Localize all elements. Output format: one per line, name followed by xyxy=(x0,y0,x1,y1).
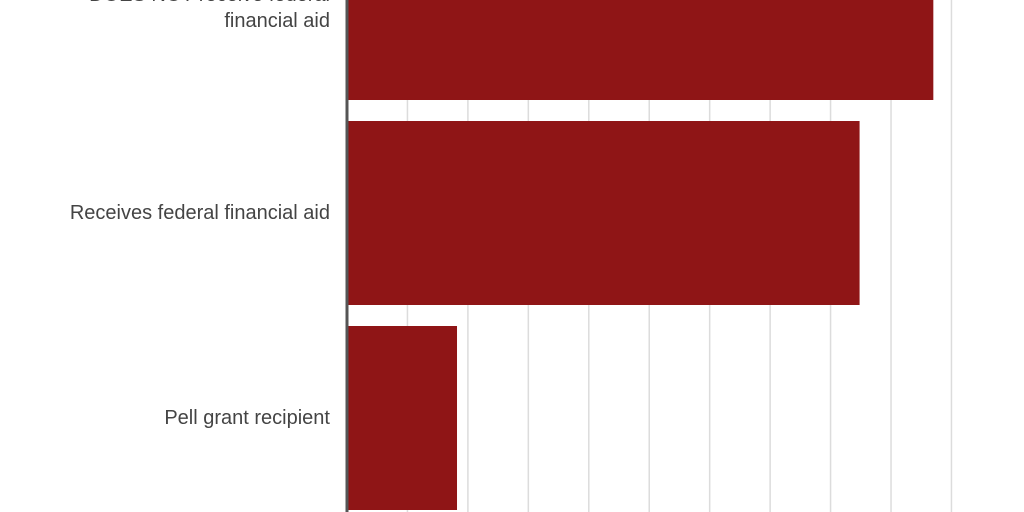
y-tick-label: Pell grant recipient xyxy=(164,407,330,429)
bar xyxy=(347,121,860,305)
y-tick-label: DOES NOT receive federal financial aid xyxy=(89,0,330,32)
bar xyxy=(347,0,934,100)
y-tick-label: Receives federal financial aid xyxy=(69,202,330,224)
bar xyxy=(347,326,458,510)
